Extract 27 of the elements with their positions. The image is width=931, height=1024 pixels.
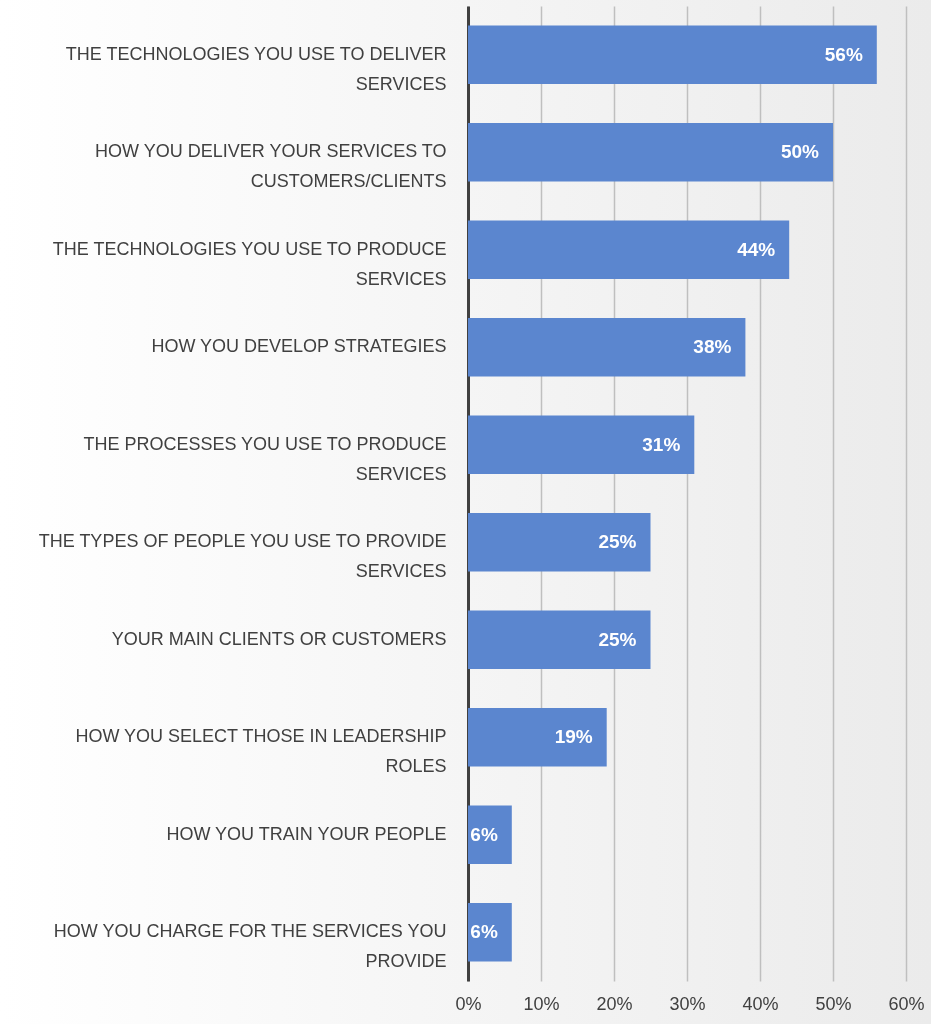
data-label: 56% [824, 43, 863, 65]
data-label: 31% [642, 433, 681, 455]
y-tick-label: HOW YOU SELECT THOSE IN LEADERSHIP ROLES [75, 726, 447, 777]
y-tick-label: THE TECHNOLOGIES YOU USE TO DELIVER SERVICES [65, 43, 447, 94]
data-label: 44% [737, 238, 776, 260]
x-tick-label: 10% [523, 993, 560, 1014]
data-label: 25% [598, 531, 637, 553]
y-tick-label: YOUR MAIN CLIENTS OR CUSTOMERS [111, 628, 447, 649]
data-label: 38% [693, 336, 732, 358]
y-tick-label: HOW YOU TRAIN YOUR PEOPLE [166, 823, 447, 844]
data-label: 6% [470, 823, 498, 845]
data-label: 19% [554, 726, 593, 748]
y-tick-label: HOW YOU CHARGE FOR THE SERVICES YOU PROVIDE [53, 921, 447, 972]
y-tick-label: HOW YOU DELIVER YOUR SERVICES TO CUSTOMERS/CLIENTS [95, 141, 447, 192]
y-tick-label: THE PROCESSES YOU USE TO PRODUCE SERVICES [83, 433, 447, 484]
data-label: 6% [470, 921, 498, 943]
data-label: 50% [780, 141, 820, 163]
y-tick-label: THE TECHNOLOGIES YOU USE TO PRODUCE SERVICES [52, 238, 447, 289]
x-tick-label: 50% [815, 993, 852, 1014]
x-tick-label: 0% [455, 993, 482, 1014]
x-tick-label: 60% [888, 993, 925, 1014]
x-tick-label: 40% [742, 993, 779, 1014]
x-tick-label: 30% [669, 993, 706, 1014]
data-label: 25% [598, 628, 637, 650]
y-tick-label: THE TYPES OF PEOPLE YOU USE TO PROVIDE SERVICES [38, 531, 447, 582]
y-tick-label: HOW YOU DEVELOP STRATEGIES [151, 336, 447, 357]
x-tick-label: 20% [596, 993, 633, 1014]
